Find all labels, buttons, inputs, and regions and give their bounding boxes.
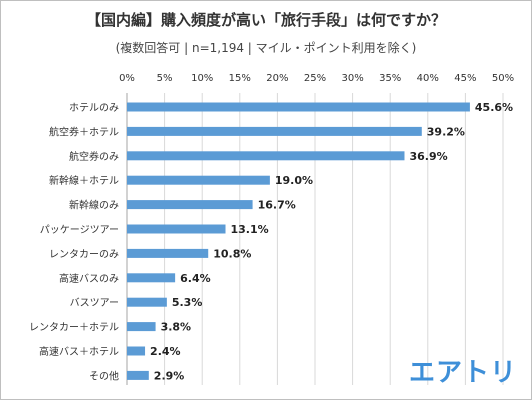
bar: [127, 224, 226, 234]
data-label: 39.2%: [427, 125, 465, 138]
x-tick-label: 0%: [119, 73, 135, 84]
category-label: レンタカー＋ホテル: [29, 322, 119, 334]
data-label: 13.1%: [231, 223, 269, 236]
x-tick-label: 50%: [492, 73, 514, 84]
x-tick-label: 20%: [266, 73, 288, 84]
data-label: 3.8%: [161, 321, 192, 334]
bar: [127, 273, 176, 283]
x-tick-label: 5%: [157, 73, 173, 84]
category-label: 航空券＋ホテル: [49, 125, 119, 138]
bar: [127, 175, 270, 185]
bar: [127, 126, 422, 136]
category-label: 高速バス＋ホテル: [39, 345, 119, 358]
data-label: 2.4%: [150, 345, 181, 358]
x-tick-label: 45%: [454, 73, 476, 84]
bar: [127, 297, 167, 307]
data-label: 6.4%: [180, 272, 211, 285]
category-label: その他: [89, 369, 119, 382]
bar: [127, 200, 253, 210]
category-label: ホテルのみ: [69, 102, 119, 114]
x-tick-label: 10%: [191, 73, 213, 84]
category-label: 高速バスのみ: [59, 272, 119, 285]
chart-title: 【国内編】購入頻度が高い「旅行手段」は何ですか？: [85, 11, 446, 29]
chart-subtitle: (複数回答可 | n=1,194 | マイル・ポイント利用を除く): [115, 41, 417, 55]
x-tick-label: 15%: [229, 73, 251, 84]
data-label: 19.0%: [275, 174, 313, 187]
bar: [127, 102, 470, 112]
category-label: 航空券のみ: [69, 150, 119, 163]
bar: [127, 248, 209, 258]
bar: [127, 346, 146, 356]
x-tick-label: 30%: [341, 73, 363, 84]
category-label: 新幹線のみ: [69, 199, 119, 212]
category-label: バスツアー: [70, 297, 119, 309]
data-label: 16.7%: [258, 199, 296, 212]
bar: [127, 151, 405, 161]
x-tick-label: 25%: [304, 73, 326, 84]
category-label: 新幹線＋ホテル: [49, 174, 119, 187]
data-label: 5.3%: [172, 296, 203, 309]
airtrip-logo: エアトリ: [408, 358, 517, 388]
data-label: 36.9%: [409, 150, 447, 163]
bar: [127, 322, 156, 332]
data-label: 45.6%: [475, 101, 513, 114]
category-label: パッケージツアー: [40, 224, 119, 236]
data-label: 10.8%: [213, 247, 251, 260]
x-tick-label: 35%: [379, 73, 401, 84]
data-label: 2.9%: [154, 369, 185, 382]
x-tick-label: 40%: [417, 73, 439, 84]
bar: [127, 370, 149, 380]
category-label: レンタカーのみ: [49, 248, 119, 260]
